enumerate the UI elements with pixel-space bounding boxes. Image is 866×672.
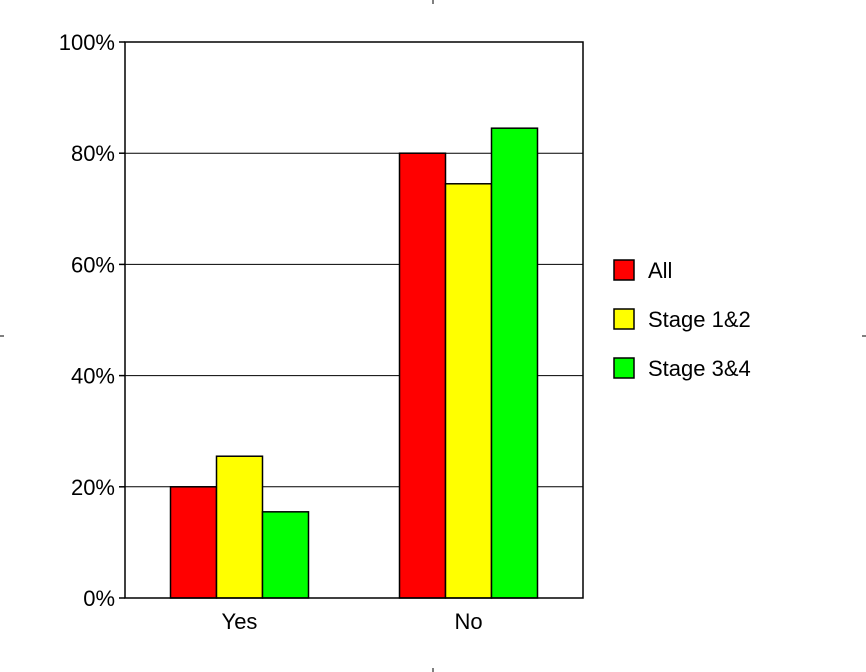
y-axis: 0% 20% 40% 60% 80% 100% <box>59 30 125 611</box>
y-tick-label: 40% <box>71 364 115 389</box>
y-tick-label: 0% <box>83 586 115 611</box>
x-tick-label: No <box>454 609 482 634</box>
bar-stage-1-2-yes <box>215 455 264 599</box>
y-tick-label: 20% <box>71 475 115 500</box>
bar-stage-3-4-yes <box>261 511 310 599</box>
x-axis: Yes No <box>222 609 483 634</box>
bars <box>169 127 539 599</box>
bar-stage-1-2-no <box>444 183 493 599</box>
legend-label: All <box>648 258 672 283</box>
x-tick-label: Yes <box>222 609 258 634</box>
y-tick-label: 80% <box>71 141 115 166</box>
legend-label: Stage 1&2 <box>648 307 751 332</box>
bar-stage-3-4-no <box>490 127 539 599</box>
y-tick-label: 60% <box>71 252 115 277</box>
legend: All Stage 1&2 Stage 3&4 <box>613 258 751 381</box>
plot-frame <box>124 41 584 599</box>
bar-all-no <box>398 152 447 599</box>
legend-swatch <box>613 357 635 379</box>
legend-swatch <box>613 259 635 281</box>
legend-label: Stage 3&4 <box>648 356 751 381</box>
legend-swatch <box>613 308 635 330</box>
y-tick-label: 100% <box>59 30 115 55</box>
bar-all-yes <box>169 486 218 599</box>
